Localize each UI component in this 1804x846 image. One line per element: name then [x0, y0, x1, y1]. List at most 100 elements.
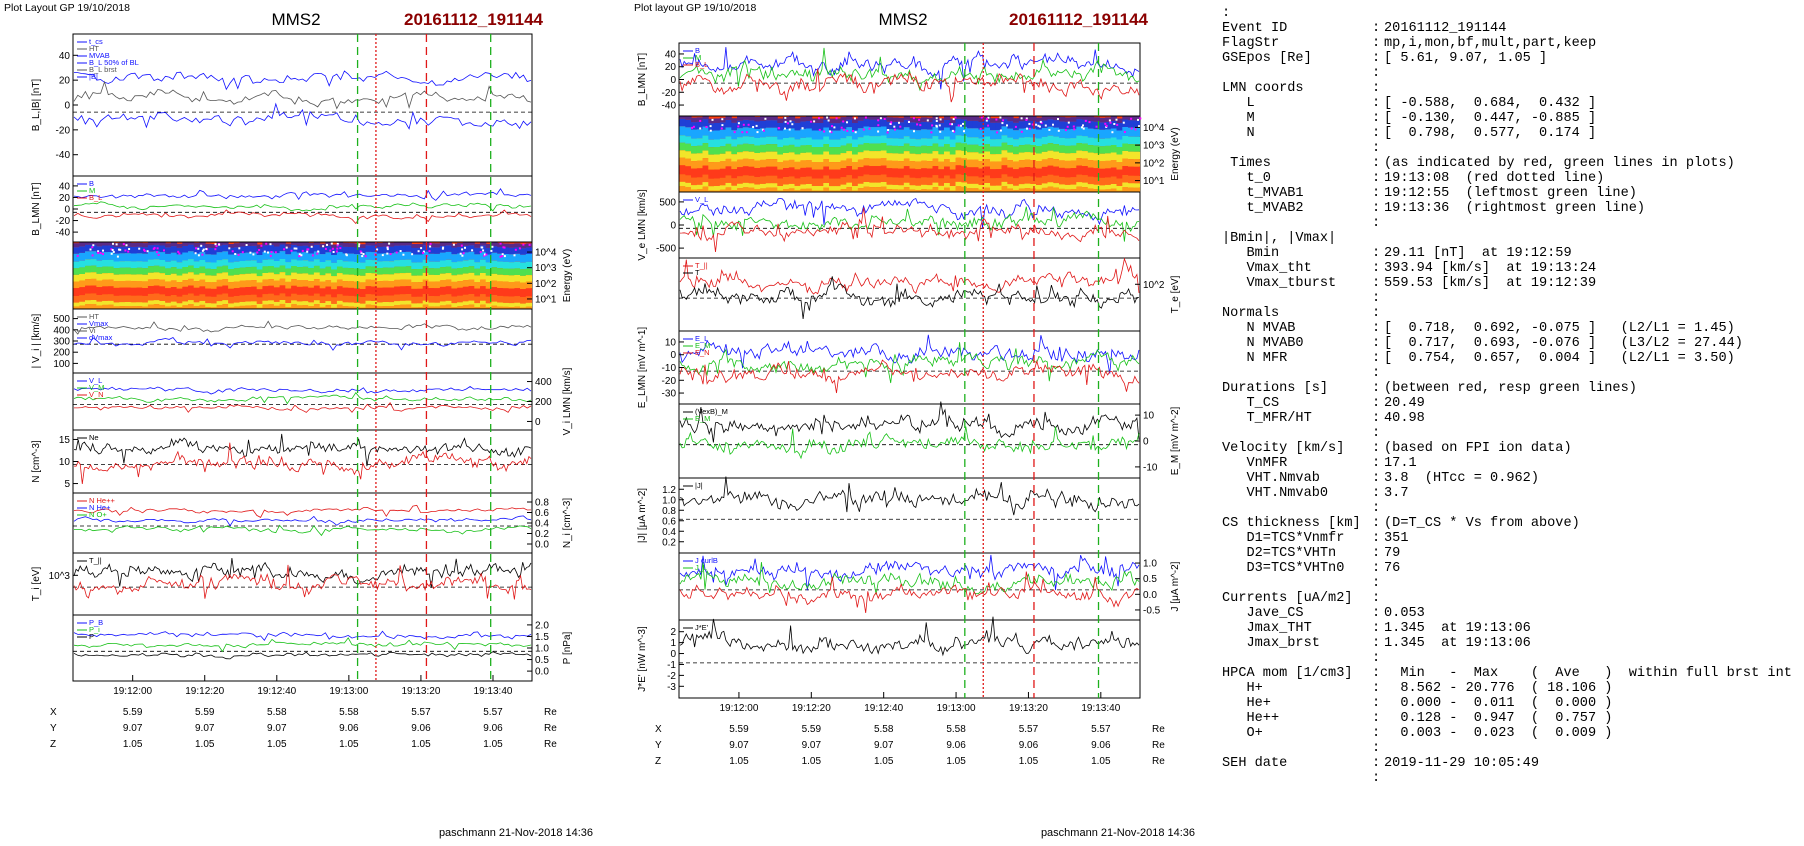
- spectrogram-cell: [291, 242, 298, 245]
- spectrogram-cell: [239, 242, 246, 247]
- spectrogram-cell: [1018, 137, 1026, 146]
- spectrogram-cell: [417, 254, 424, 263]
- spectrogram-speckle: [1082, 124, 1084, 127]
- y-tick-label: 0.0: [1143, 590, 1157, 601]
- spectrogram-speckle: [852, 130, 855, 132]
- spectrogram-cell: [428, 247, 435, 254]
- spectrogram-cell: [921, 189, 928, 192]
- spectrogram-cell: [737, 120, 744, 129]
- spectrogram-cell: [915, 139, 922, 147]
- spectrogram-cell: [875, 182, 882, 188]
- panel-9: [678, 616, 1141, 699]
- spectrogram-cell: [1001, 142, 1008, 151]
- y-tick-label: 40: [59, 181, 71, 192]
- spectrogram-cell: [1087, 152, 1095, 161]
- spectrogram-cell: [102, 294, 109, 301]
- spectrogram-cell: [256, 255, 263, 263]
- spectrogram-cell: [273, 261, 281, 268]
- spectrogram-cell: [811, 169, 819, 179]
- spectrogram-cell: [485, 243, 492, 248]
- spectrogram-cell: [719, 153, 727, 162]
- spectrogram-cell: [256, 307, 263, 309]
- spectrogram-cell: [405, 259, 412, 267]
- summary-value: [ -0.588, 0.684, 0.432 ]: [1384, 96, 1597, 111]
- spectrogram-cell: [394, 245, 401, 253]
- spectrogram-cell: [903, 127, 911, 137]
- spectrogram-cell: [1024, 144, 1031, 153]
- spectrogram-cell: [159, 286, 166, 295]
- spectrogram-cell: [165, 296, 172, 303]
- spectrogram-cell: [995, 130, 1003, 140]
- spectrogram-cell: [102, 300, 109, 305]
- spectrogram-cell: [898, 138, 905, 147]
- spectrogram-speckle: [360, 251, 363, 254]
- spectrogram-cell: [990, 185, 997, 191]
- summary-row: CS thickness [km]: (D=T_CS * Vs from abov…: [1222, 516, 1798, 531]
- spectrogram-cell: [233, 288, 241, 296]
- spectrogram-cell: [445, 279, 452, 287]
- spectrogram-speckle: [705, 126, 708, 128]
- summary-colon: :: [1372, 51, 1381, 66]
- spectrogram-cell: [296, 286, 304, 295]
- spectrogram-cell: [371, 252, 378, 260]
- spectrogram-cell: [285, 254, 292, 263]
- spectrogram-cell: [708, 139, 715, 148]
- spectrogram-speckle: [238, 247, 241, 250]
- summary-colon: :: [1372, 216, 1381, 231]
- spectrogram-cell: [371, 242, 378, 246]
- spectrogram-cell: [1036, 117, 1043, 122]
- spectrogram-cell: [354, 302, 361, 307]
- spectrogram-cell: [714, 154, 721, 162]
- spectrogram-cell: [748, 120, 755, 128]
- spectrogram-cell: [1024, 167, 1031, 177]
- spectrogram-speckle: [791, 123, 794, 126]
- spectrogram-speckle: [986, 117, 989, 120]
- spectrogram-cell: [852, 130, 859, 140]
- spectrogram-cell: [520, 248, 527, 255]
- spectrogram-cell: [147, 266, 155, 273]
- spectrogram-cell: [1087, 176, 1095, 185]
- spectrogram-cell: [388, 267, 395, 275]
- summary-row: :: [1222, 66, 1798, 81]
- spectrogram-cell: [434, 261, 441, 269]
- spectrogram-cell: [863, 135, 870, 143]
- y-tick-label: -1: [667, 660, 676, 671]
- spectrogram-cell: [1041, 120, 1049, 128]
- spectrogram-cell: [1076, 182, 1083, 187]
- spectrogram-speckle: [395, 251, 398, 254]
- spectrogram-cell: [696, 121, 704, 130]
- spectrogram-cell: [199, 245, 206, 253]
- spectrogram-cell: [457, 253, 464, 262]
- spectrogram-speckle: [112, 250, 115, 253]
- spectrogram-cell: [296, 305, 304, 309]
- spectrogram-cell: [760, 167, 767, 177]
- spectrogram-cell: [892, 121, 899, 130]
- spectrogram-cell: [1036, 146, 1043, 154]
- summary-row: L:[ -0.588, 0.684, 0.432 ]: [1222, 96, 1798, 111]
- spectrogram-cell: [359, 262, 367, 270]
- spectrogram-cell: [938, 139, 945, 147]
- spectrogram-cell: [371, 273, 378, 280]
- spectrogram-cell: [765, 159, 773, 167]
- spectrogram-cell: [898, 177, 905, 186]
- spectrogram-cell: [233, 306, 241, 309]
- spectrogram-cell: [748, 136, 755, 145]
- position-row-label: Z: [50, 739, 56, 750]
- spectrogram-cell: [468, 300, 475, 305]
- spectrogram-cell: [245, 301, 252, 306]
- summary-row: Jmax_THT:1.345 at 19:13:06: [1222, 621, 1798, 636]
- spectrogram-cell: [1047, 150, 1054, 159]
- spectrogram-cell: [331, 269, 338, 277]
- spectrogram-cell: [228, 244, 235, 248]
- spectrogram-speckle: [1031, 123, 1034, 126]
- spectrogram-speckle: [1115, 118, 1118, 121]
- spectrogram-cell: [800, 116, 807, 122]
- spectrogram-cell: [199, 304, 206, 309]
- spectrogram-cell: [995, 154, 1003, 162]
- spectrogram-cell: [846, 136, 853, 144]
- spectrogram-cell: [474, 288, 481, 297]
- summary-colon: :: [1372, 366, 1381, 381]
- spectrogram-speckle: [1038, 125, 1041, 128]
- spectrogram-cell: [79, 246, 86, 253]
- spectrogram-cell: [85, 272, 92, 280]
